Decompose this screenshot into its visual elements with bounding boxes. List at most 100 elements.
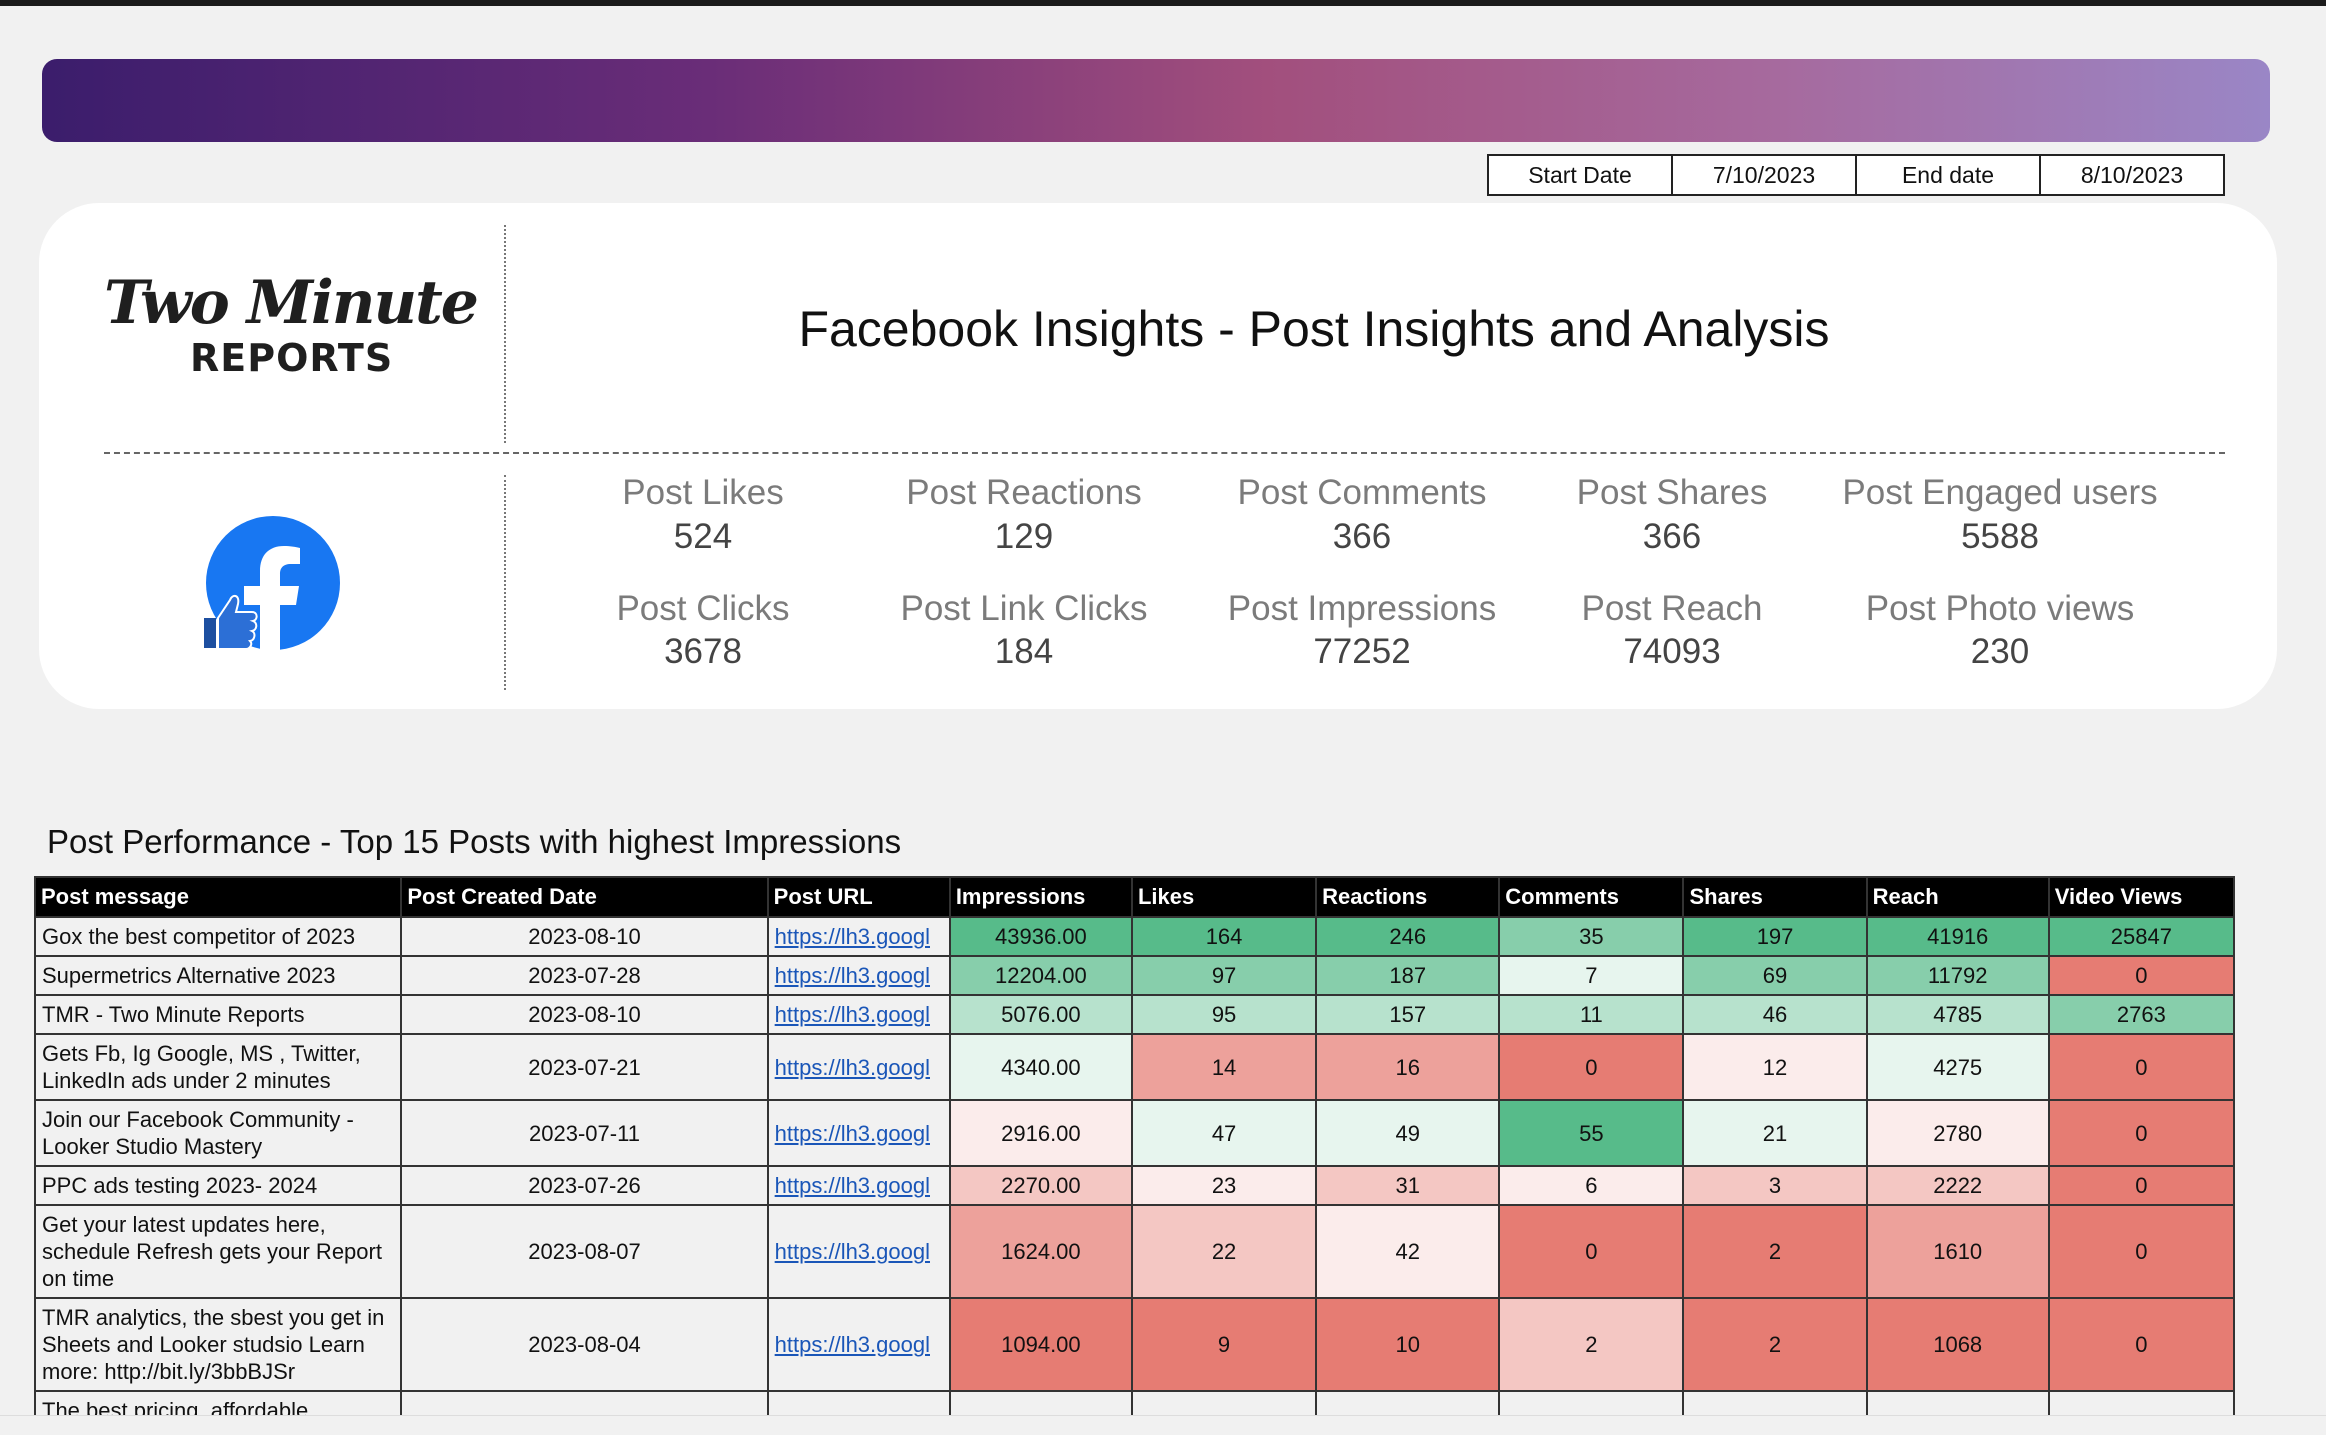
- metric-value: 230: [1970, 632, 2030, 671]
- table-cell: PPC ads testing 2023- 2024: [34, 1165, 403, 1206]
- url-cell[interactable]: https://lh3.googl: [766, 994, 951, 1035]
- table-cell: 0: [2047, 1099, 2236, 1167]
- url-cell[interactable]: https://lh3.googl: [766, 1297, 951, 1392]
- table-cell: 1610: [1865, 1204, 2050, 1299]
- end-label: End date: [1855, 154, 2041, 196]
- table-cell: 1068: [1865, 1297, 2050, 1392]
- table-cell: 2270.00: [948, 1165, 1133, 1206]
- divider: [504, 475, 506, 690]
- table-row: Join our Facebook Community - Looker Stu…: [34, 1099, 2236, 1167]
- column-header: Likes: [1130, 876, 1318, 918]
- table-cell: TMR - Two Minute Reports: [34, 994, 403, 1035]
- metric-value: 77252: [1313, 632, 1411, 671]
- table-cell: 1094.00: [948, 1297, 1133, 1392]
- table-cell: [766, 1390, 951, 1415]
- metric-label: Post Engaged users: [1842, 473, 2158, 512]
- table-cell: 2: [1498, 1297, 1685, 1392]
- table-cell: 2916.00: [948, 1099, 1133, 1167]
- column-header: Shares: [1682, 876, 1868, 918]
- column-header: Post URL: [766, 876, 951, 918]
- metric-label: Post Reach: [1581, 589, 1763, 628]
- table-cell: Supermetrics Alternative 2023: [34, 955, 403, 996]
- table-row: PPC ads testing 2023- 2024 2023-07-26 http…: [34, 1165, 2236, 1206]
- table-cell: 2023-08-07: [400, 1204, 769, 1299]
- table-cell: 0: [2047, 1297, 2236, 1392]
- banner: [42, 59, 2270, 142]
- url-cell[interactable]: https://lh3.googl: [766, 916, 951, 957]
- table-cell: 4785: [1865, 994, 2050, 1035]
- table-cell: [400, 1390, 769, 1415]
- summary-card: [39, 203, 2277, 709]
- table-cell: 2023-07-28: [400, 955, 769, 996]
- table-cell: 97: [1130, 955, 1318, 996]
- metric-label: Post Comments: [1237, 473, 1487, 512]
- table-cell: 25847: [2047, 916, 2236, 957]
- logo-text: Two Minute: [104, 268, 479, 338]
- table-cell: 11792: [1865, 955, 2050, 996]
- table-row: TMR analytics, the sbest you get in Shee…: [34, 1297, 2236, 1392]
- url-cell[interactable]: https://lh3.googl: [766, 1165, 951, 1206]
- metric-value: 184: [994, 632, 1054, 671]
- table-cell: 9: [1130, 1297, 1318, 1392]
- table-cell: [948, 1390, 1133, 1415]
- end-date[interactable]: 8/10/2023: [2039, 154, 2225, 196]
- divider: [504, 225, 506, 443]
- logo-text: REPORTS: [190, 336, 394, 380]
- url-cell[interactable]: https://lh3.googl: [766, 955, 951, 996]
- table-cell: 2023-08-10: [400, 916, 769, 957]
- table-cell: 7: [1498, 955, 1685, 996]
- table-cell: 10: [1315, 1297, 1501, 1392]
- table-row: Get your latest updates here, schedule R…: [34, 1204, 2236, 1299]
- metric-value: 524: [673, 517, 733, 556]
- table-cell: 4340.00: [948, 1033, 1133, 1101]
- metric-value: 3678: [664, 632, 742, 671]
- table-cell: 21: [1682, 1099, 1868, 1167]
- table-container: Post message Post Created Date Post URL Imp…: [34, 876, 2244, 1415]
- start-date[interactable]: 7/10/2023: [1671, 154, 1857, 196]
- metric-label: Post Link Clicks: [900, 589, 1148, 628]
- post-table: Post message Post Created Date Post URL Imp…: [34, 876, 2236, 1415]
- table-cell: 47: [1130, 1099, 1318, 1167]
- metric-label: Post Clicks: [616, 589, 790, 628]
- url-cell[interactable]: https://lh3.googl: [766, 1204, 951, 1299]
- table-cell: 23: [1130, 1165, 1318, 1206]
- table-cell: 46: [1682, 994, 1868, 1035]
- table-cell: [1130, 1390, 1318, 1415]
- table-cell: 42: [1315, 1204, 1501, 1299]
- table-cell: 164: [1130, 916, 1318, 957]
- metric-value: 129: [994, 517, 1054, 556]
- table-cell: 11: [1498, 994, 1685, 1035]
- table-cell: 2763: [2047, 994, 2236, 1035]
- table-cell: Get your latest updates here, schedule R…: [34, 1204, 403, 1299]
- url-cell[interactable]: https://lh3.googl: [766, 1099, 951, 1167]
- metric-label: Post Reactions: [906, 473, 1142, 512]
- table-cell: 0: [2047, 1033, 2236, 1101]
- table-cell: 14: [1130, 1033, 1318, 1101]
- facebook-icon: [204, 516, 340, 650]
- date-range: Start Date 7/10/2023 End date 8/10/2023: [1487, 154, 2225, 196]
- table-cell: Gets Fb, Ig Google, MS , Twitter, Linked…: [34, 1033, 403, 1101]
- table-cell: 2023-07-21: [400, 1033, 769, 1101]
- table-cell: 197: [1682, 916, 1868, 957]
- column-header: Post Created Date: [400, 876, 769, 918]
- table-cell: Gox the best competitor of 2023: [34, 916, 403, 957]
- table-cell: 12: [1682, 1033, 1868, 1101]
- table-cell: 157: [1315, 994, 1501, 1035]
- table-cell: 2023-08-04: [400, 1297, 769, 1392]
- metric-value: 366: [1332, 517, 1392, 556]
- column-header: Reach: [1865, 876, 2050, 918]
- table-row: The best pricing, affordable: [34, 1390, 2236, 1415]
- metric-label: Post Photo views: [1865, 589, 2135, 628]
- table-cell: 0: [2047, 1204, 2236, 1299]
- table-cell: 12204.00: [948, 955, 1133, 996]
- table-cell: 0: [1498, 1204, 1685, 1299]
- url-cell[interactable]: https://lh3.googl: [766, 1033, 951, 1101]
- metric-label: Post Impressions: [1227, 589, 1497, 628]
- table-cell: TMR analytics, the sbest you get in Shee…: [34, 1297, 403, 1392]
- table-cell: 22: [1130, 1204, 1318, 1299]
- table-cell: 43936.00: [948, 916, 1133, 957]
- table-cell: 35: [1498, 916, 1685, 957]
- header-row: Post message Post Created Date Post URL Imp…: [34, 876, 2236, 918]
- table-cell: [1682, 1390, 1868, 1415]
- metric-value: 5588: [1961, 517, 2039, 556]
